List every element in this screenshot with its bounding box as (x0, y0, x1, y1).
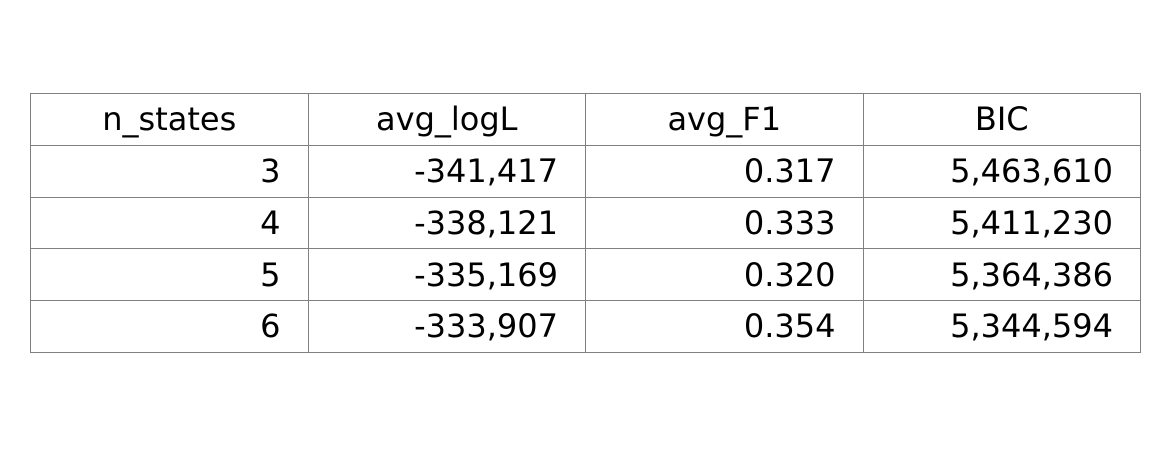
column-header-avg-f1: avg_F1 (585, 93, 864, 146)
cell-avg-f1: 0.320 (585, 248, 864, 301)
table-row: 6 -333,907 0.354 5,344,594 (30, 300, 1141, 353)
table-row: 4 -338,121 0.333 5,411,230 (30, 196, 1141, 250)
cell-bic: 5,364,386 (862, 248, 1141, 301)
cell-avg-logl: -333,907 (307, 300, 586, 353)
cell-n-states: 6 (30, 300, 309, 353)
column-header-bic: BIC (862, 93, 1141, 146)
header-row: n_states avg_logL avg_F1 BIC (30, 93, 1141, 146)
table-header: n_states avg_logL avg_F1 BIC (30, 93, 1141, 146)
cell-n-states: 3 (30, 144, 309, 198)
results-table-container: n_states avg_logL avg_F1 BIC 3 -341,417 … (30, 93, 1141, 353)
column-header-avg-logl: avg_logL (307, 93, 586, 146)
table-row: 3 -341,417 0.317 5,463,610 (30, 144, 1141, 198)
table-body: 3 -341,417 0.317 5,463,610 4 -338,121 0.… (30, 144, 1141, 353)
cell-avg-logl: -338,121 (307, 196, 586, 250)
cell-avg-f1: 0.354 (585, 300, 864, 353)
cell-avg-f1: 0.317 (585, 144, 864, 198)
cell-bic: 5,463,610 (862, 144, 1141, 198)
cell-n-states: 4 (30, 196, 309, 250)
column-header-n-states: n_states (30, 93, 309, 146)
cell-avg-f1: 0.333 (585, 196, 864, 250)
table-row: 5 -335,169 0.320 5,364,386 (30, 248, 1141, 301)
cell-bic: 5,344,594 (862, 300, 1141, 353)
cell-n-states: 5 (30, 248, 309, 301)
cell-bic: 5,411,230 (862, 196, 1141, 250)
results-table: n_states avg_logL avg_F1 BIC 3 -341,417 … (30, 93, 1141, 353)
cell-avg-logl: -335,169 (307, 248, 586, 301)
cell-avg-logl: -341,417 (307, 144, 586, 198)
